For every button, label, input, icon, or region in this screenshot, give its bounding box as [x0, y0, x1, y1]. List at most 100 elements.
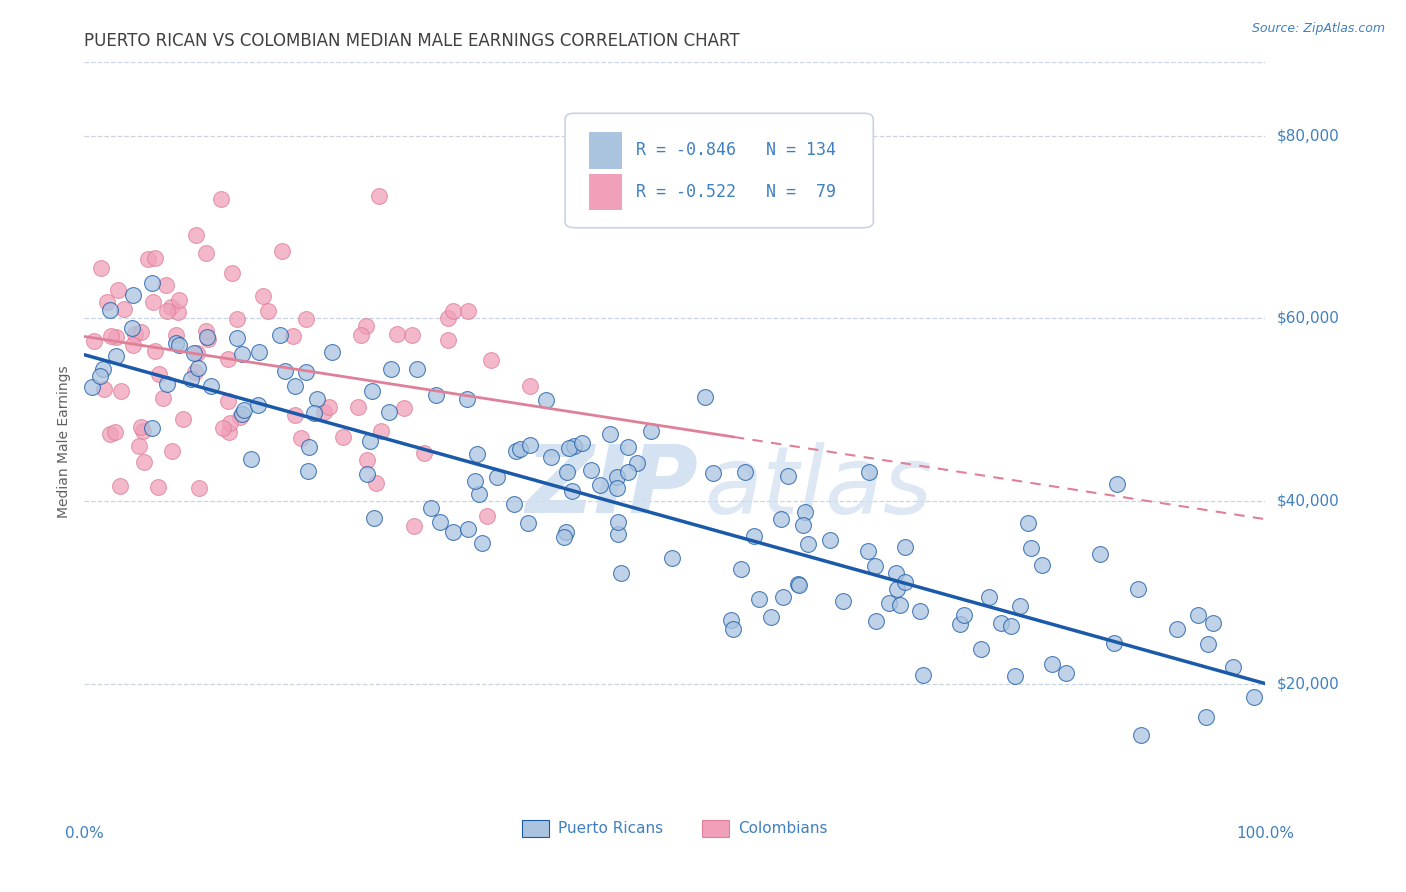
Point — [104, 425, 127, 440]
Text: atlas: atlas — [704, 442, 932, 533]
Point — [312, 405, 335, 419]
Point — [363, 511, 385, 525]
Point — [471, 536, 494, 550]
Point — [979, 590, 1001, 604]
Point — [356, 467, 378, 481]
Point — [290, 431, 312, 445]
Point — [695, 390, 717, 404]
Point — [908, 604, 931, 618]
Point — [346, 401, 368, 415]
Point — [318, 400, 340, 414]
Point — [90, 261, 112, 276]
Point — [420, 500, 443, 515]
Text: $60,000: $60,000 — [1277, 310, 1340, 326]
Point — [226, 312, 249, 326]
Point — [949, 616, 972, 631]
Point — [457, 303, 479, 318]
Point — [509, 442, 531, 456]
Point — [429, 515, 451, 529]
Point — [952, 607, 974, 622]
Point — [517, 516, 540, 530]
Point — [721, 622, 744, 636]
Point — [167, 338, 190, 352]
Text: $20,000: $20,000 — [1277, 676, 1340, 691]
Point — [246, 398, 269, 412]
Point — [443, 524, 465, 539]
Point — [626, 456, 648, 470]
Point — [378, 405, 401, 419]
Point — [1008, 599, 1031, 614]
Point — [970, 641, 993, 656]
Point — [104, 329, 127, 343]
Point — [283, 329, 305, 343]
Point — [1105, 476, 1128, 491]
Point — [387, 327, 409, 342]
Point — [1090, 547, 1112, 561]
Point — [404, 519, 426, 533]
Point — [184, 365, 207, 379]
Point — [720, 613, 742, 627]
Point — [486, 469, 509, 483]
Point — [284, 409, 307, 423]
Point — [858, 465, 880, 479]
Point — [98, 426, 121, 441]
Point — [616, 440, 638, 454]
Point — [787, 578, 810, 592]
Point — [172, 411, 194, 425]
Point — [858, 544, 880, 558]
Point — [354, 319, 377, 334]
Point — [141, 421, 163, 435]
Point — [894, 574, 917, 589]
Point — [558, 441, 581, 455]
Point — [990, 615, 1012, 630]
Point — [142, 295, 165, 310]
Point — [468, 487, 491, 501]
Point — [794, 505, 817, 519]
Point — [392, 401, 415, 415]
Point — [879, 596, 901, 610]
Point — [792, 518, 814, 533]
Point — [1166, 623, 1188, 637]
Point — [1195, 710, 1218, 724]
Point — [912, 668, 935, 682]
Point — [519, 438, 541, 452]
Text: Source: ZipAtlas.com: Source: ZipAtlas.com — [1251, 22, 1385, 36]
Point — [540, 450, 562, 465]
Text: R = -0.522   N =  79: R = -0.522 N = 79 — [636, 183, 837, 201]
Point — [160, 444, 183, 458]
Point — [247, 344, 270, 359]
Point — [93, 383, 115, 397]
Point — [110, 479, 132, 493]
Point — [128, 439, 150, 453]
Point — [107, 283, 129, 297]
Point — [212, 421, 235, 435]
Point — [219, 416, 242, 430]
Point — [129, 325, 152, 339]
Point — [302, 406, 325, 420]
Point — [616, 466, 638, 480]
Point — [187, 481, 209, 495]
Point — [607, 516, 630, 530]
Point — [1004, 668, 1026, 682]
Point — [1054, 666, 1077, 681]
Bar — [589, 132, 621, 169]
Point — [1031, 558, 1053, 572]
Point — [356, 452, 378, 467]
Point — [413, 446, 436, 460]
Point — [110, 384, 132, 399]
Point — [167, 305, 190, 319]
Point — [555, 465, 578, 479]
Point — [195, 246, 218, 260]
Point — [295, 365, 318, 379]
Point — [156, 303, 179, 318]
Point — [778, 468, 800, 483]
Point — [98, 303, 121, 318]
Point — [143, 251, 166, 265]
Point — [894, 540, 917, 554]
Point — [1128, 582, 1150, 596]
Point — [252, 288, 274, 302]
Point — [231, 407, 253, 421]
FancyBboxPatch shape — [565, 113, 873, 227]
Point — [406, 362, 429, 376]
Point — [146, 480, 169, 494]
